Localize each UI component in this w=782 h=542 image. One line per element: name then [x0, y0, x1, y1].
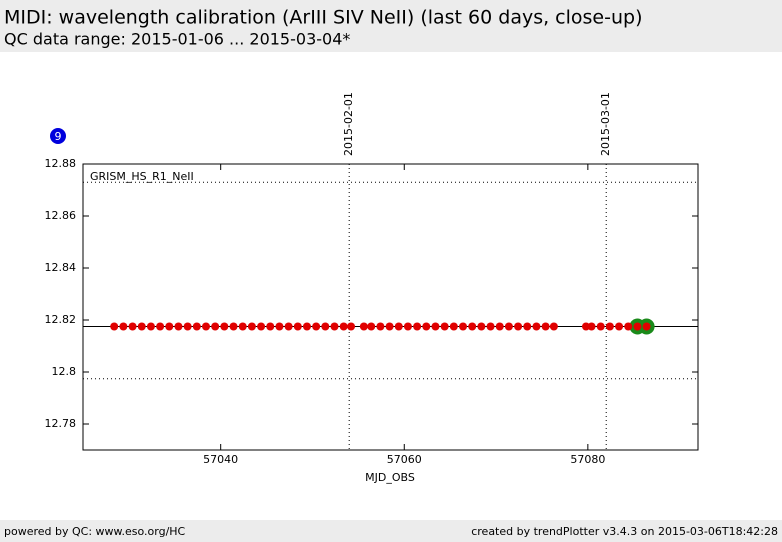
data-point	[174, 322, 183, 331]
data-point	[582, 322, 591, 331]
data-point	[468, 322, 477, 331]
data-point	[339, 322, 348, 331]
panel-label: GRISM_HS_R1_NeII	[90, 170, 194, 183]
data-point	[549, 322, 558, 331]
data-point	[165, 322, 174, 331]
badge: 9	[55, 130, 62, 143]
data-point	[137, 322, 146, 331]
data-point	[514, 322, 523, 331]
data-point	[633, 322, 642, 331]
data-point	[119, 322, 128, 331]
data-point	[495, 322, 504, 331]
data-point	[192, 322, 201, 331]
data-point	[312, 322, 321, 331]
y-tick-label: 12.84	[45, 261, 77, 274]
data-point	[477, 322, 486, 331]
data-point	[146, 322, 155, 331]
data-point	[229, 322, 238, 331]
footer-left: powered by QC: www.eso.org/HC	[4, 525, 186, 538]
data-point	[615, 322, 624, 331]
badge-circle	[50, 128, 66, 144]
data-point	[587, 322, 596, 331]
data-point	[541, 322, 550, 331]
data-point	[275, 322, 284, 331]
data-point	[293, 322, 302, 331]
data-point	[220, 322, 229, 331]
data-point	[642, 322, 651, 331]
data-point	[394, 322, 403, 331]
data-point	[266, 322, 275, 331]
data-point	[302, 322, 311, 331]
data-point	[211, 322, 220, 331]
data-point	[156, 322, 165, 331]
data-point	[422, 322, 431, 331]
subtitle: QC data range: 2015-01-06 ... 2015-03-04…	[4, 30, 350, 49]
data-point	[367, 322, 376, 331]
data-point	[596, 322, 605, 331]
data-point	[523, 322, 532, 331]
data-point	[385, 322, 394, 331]
y-tick-label: 12.8	[52, 365, 77, 378]
data-point	[247, 322, 256, 331]
y-tick-label: 12.82	[45, 313, 77, 326]
y-tick-label: 12.86	[45, 209, 77, 222]
data-point	[359, 322, 368, 331]
data-point	[459, 322, 468, 331]
x-tick-label: 57040	[203, 453, 238, 466]
data-point	[431, 322, 440, 331]
data-point	[532, 322, 541, 331]
data-point	[504, 322, 513, 331]
x-axis-label: MJD_OBS	[365, 471, 415, 484]
footer-right: created by trendPlotter v3.4.3 on 2015-0…	[471, 525, 778, 538]
data-point	[347, 322, 356, 331]
data-point	[183, 322, 192, 331]
plot-frame	[82, 163, 699, 451]
y-tick-label: 12.88	[45, 157, 77, 170]
data-point	[202, 322, 210, 331]
y-tick-label: 12.78	[45, 417, 77, 430]
data-point	[110, 322, 119, 331]
x-tick-label: 57080	[570, 453, 605, 466]
date-label: 2015-03-01	[599, 92, 612, 156]
data-point	[284, 322, 293, 331]
title: MIDI: wavelength calibration (ArIII SIV …	[4, 7, 643, 29]
data-point	[440, 322, 449, 331]
data-point	[376, 322, 385, 331]
footer-band	[0, 520, 782, 542]
x-tick-label: 57060	[387, 453, 422, 466]
date-label: 2015-02-01	[342, 92, 355, 156]
header-band	[0, 0, 782, 52]
data-point	[238, 322, 247, 331]
data-point	[624, 322, 633, 331]
data-point	[321, 322, 330, 331]
data-point	[128, 322, 137, 331]
data-point	[330, 322, 339, 331]
data-point	[403, 322, 412, 331]
data-point	[605, 322, 614, 331]
data-point	[413, 322, 422, 331]
data-point	[257, 322, 266, 331]
data-point	[486, 322, 495, 331]
data-point	[449, 322, 458, 331]
